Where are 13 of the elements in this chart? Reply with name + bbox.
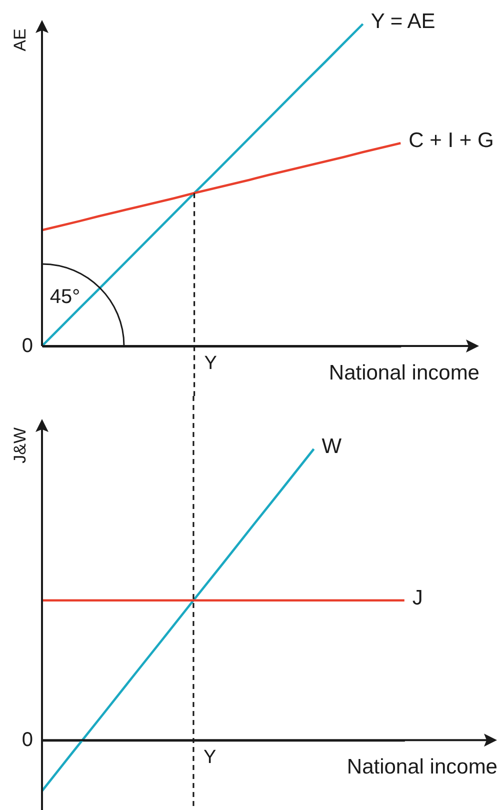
text: Y — [204, 353, 218, 374]
series-label: C + I + G — [408, 129, 494, 152]
x-axis-title: National income — [346, 756, 498, 779]
series-label: W — [322, 435, 342, 458]
text: 0 — [22, 729, 33, 752]
text: 0 — [22, 335, 33, 357]
series-label: J — [412, 586, 423, 610]
series-label: Y = AE — [370, 10, 436, 33]
annotation: 45° — [50, 286, 80, 308]
annotation: Y — [203, 747, 216, 768]
y-axis-title: AE — [10, 28, 30, 52]
x-axis-title: National income — [328, 362, 480, 384]
y-axis-title: J&W — [10, 428, 30, 464]
